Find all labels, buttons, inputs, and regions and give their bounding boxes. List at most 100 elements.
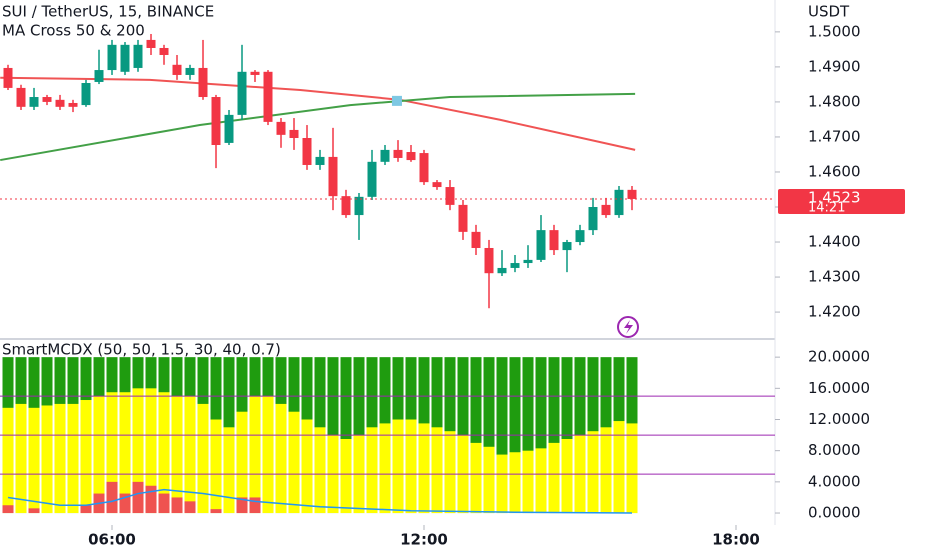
candle-body [315,156,325,165]
indicator-bar [561,438,573,514]
indicator-bar [158,493,170,514]
indicator-bar [119,493,131,514]
candle-body [185,67,195,75]
candle-body [510,263,520,268]
y-tick-label: 20.0000 [808,348,870,366]
candle-body [406,152,416,161]
y-tick-label: 1.5000 [808,22,861,40]
indicator-bar [184,501,196,514]
y-tick-label: 12.0000 [808,410,870,428]
indicator-bar [210,419,222,514]
indicator-bar [210,509,222,514]
candle-body [484,247,494,274]
indicator-bar [132,388,144,514]
indicator-bar [301,419,313,514]
indicator-bar [509,452,521,514]
candle-body [68,102,78,107]
indicator-bar [600,427,612,514]
indicator-bar [340,438,352,514]
indicator-title: MA Cross 50 & 200 [2,22,145,40]
y-tick-label: 0.0000 [808,504,861,522]
candle-body [562,242,572,251]
indicator-bar [418,423,430,514]
candle-body [328,156,338,197]
candle-body [224,114,234,143]
indicator-bar [2,505,14,514]
alert-icon[interactable] [617,316,639,338]
candle-body [458,204,468,232]
x-tick-label: 06:00 [88,531,136,549]
indicator-bar [483,446,495,514]
indicator-bar [444,431,456,514]
indicator-bar [249,396,261,514]
indicator-bar [28,508,40,514]
indicator-line [7,488,633,514]
candle-body [42,97,52,102]
indicator-bar [145,388,157,514]
indicator-bar [496,454,508,514]
indicator-bar [405,419,417,514]
indicator-bar [314,427,326,514]
candle-body [601,204,611,216]
indicator-bar [184,396,196,514]
indicator-bar [197,403,209,514]
indicator-bar [431,427,443,514]
y-tick-label: 1.4300 [808,268,861,286]
indicator-bar [613,421,625,514]
candle-body [16,87,26,107]
candle-body [471,231,481,248]
candle-body [367,161,377,197]
candle-body [29,97,39,107]
y-tick-label: 8.0000 [808,441,861,459]
indicator-bar [470,442,482,514]
y-tick-label: 1.4600 [808,162,861,180]
indicator-bar [626,423,638,514]
indicator-bar [366,427,378,514]
indicator-bar [54,403,66,514]
indicator-bar [392,419,404,514]
indicator-bar [67,403,79,514]
candle-body [55,99,65,107]
indicator-bar [145,485,157,514]
ma-cross-marker [391,95,402,106]
candle-body [276,121,286,135]
candle-body [549,230,559,251]
indicator-bar [522,450,534,514]
candle-body [211,97,221,146]
candle-body [575,230,585,243]
currency-label: USDT [808,3,850,21]
candle-body [198,67,208,98]
candle-body [393,149,403,158]
x-tick-label: 18:00 [712,531,760,549]
indicator-bar [80,505,92,514]
indicator-bar [587,431,599,514]
candle-body [250,71,260,75]
candle-body [289,129,299,139]
moving-average [0,92,636,162]
candle-body [588,207,598,231]
oscillator-title: SmartMCDX (50, 50, 1.5, 30, 40, 0.7) [2,341,281,359]
candle-body [237,71,247,115]
candle-body [159,47,169,55]
indicator-bar [132,481,144,514]
candle-body [81,83,91,106]
moving-average [0,76,636,151]
indicator-bar [288,411,300,514]
candle-body [172,64,182,75]
candle-body [146,39,156,48]
indicator-bar [106,392,118,514]
candle-body [419,153,429,183]
y-tick-label: 16.0000 [808,379,870,397]
candle-body [536,230,546,260]
candle-body [263,71,273,122]
last-price-label: 1.4523 [808,188,861,206]
y-tick-label: 1.4800 [808,92,861,110]
indicator-bar [2,407,14,514]
alert-bolt [624,320,633,334]
candle-body [94,70,104,82]
candle-body [627,189,637,199]
candle-body [341,196,351,216]
last-price-box [778,188,905,214]
candle-body [107,44,117,71]
